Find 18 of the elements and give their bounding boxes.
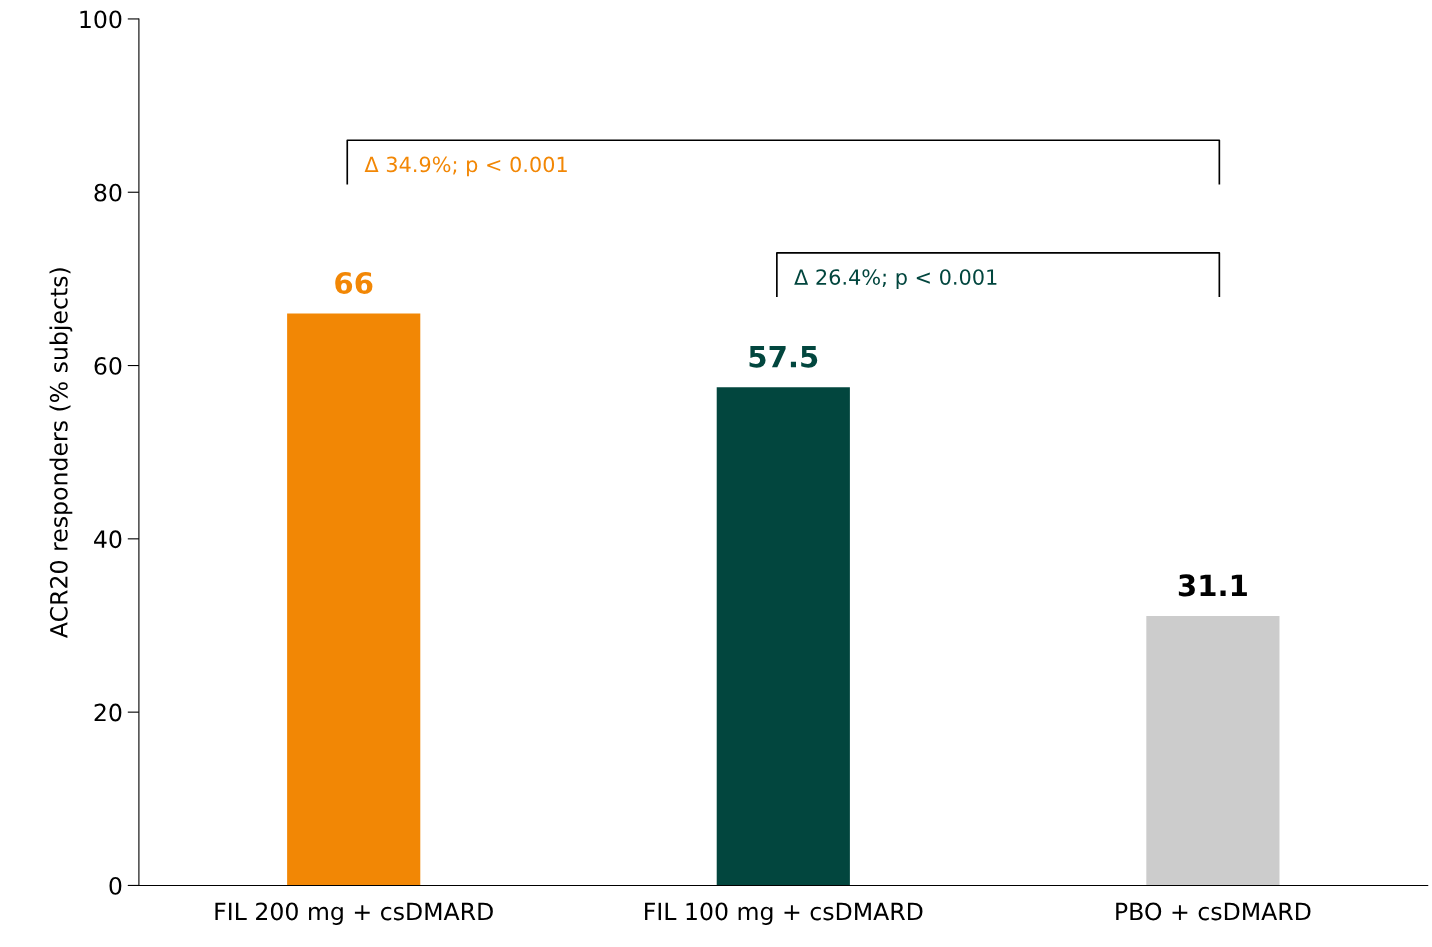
bar [287, 313, 421, 886]
bar [716, 387, 850, 886]
y-tick-label: 0 [109, 876, 122, 895]
y-tick-label: 20 [94, 703, 122, 722]
data-label: 31.1 [1178, 574, 1247, 597]
x-tick-label: FIL 100 mg + csDMARD [645, 902, 923, 925]
bar [1146, 615, 1280, 886]
y-tick-label: 60 [94, 356, 122, 375]
y-tick-label: 100 [80, 10, 122, 29]
x-tick-label: PBO + csDMARD [1116, 902, 1311, 921]
y-tick-label: 80 [94, 183, 122, 202]
annotation: Δ 34.9%; p < 0.001 [364, 156, 567, 177]
data-label: 57.5 [749, 345, 818, 368]
data-label: 66 [335, 271, 373, 295]
y-tick-label: 40 [94, 530, 122, 549]
annotation: Δ 26.4%; p < 0.001 [794, 269, 997, 289]
y-axis-title: ACR20 responders (% subjects) [49, 268, 73, 638]
x-tick-label: FIL 200 mg + csDMARD [215, 902, 493, 925]
